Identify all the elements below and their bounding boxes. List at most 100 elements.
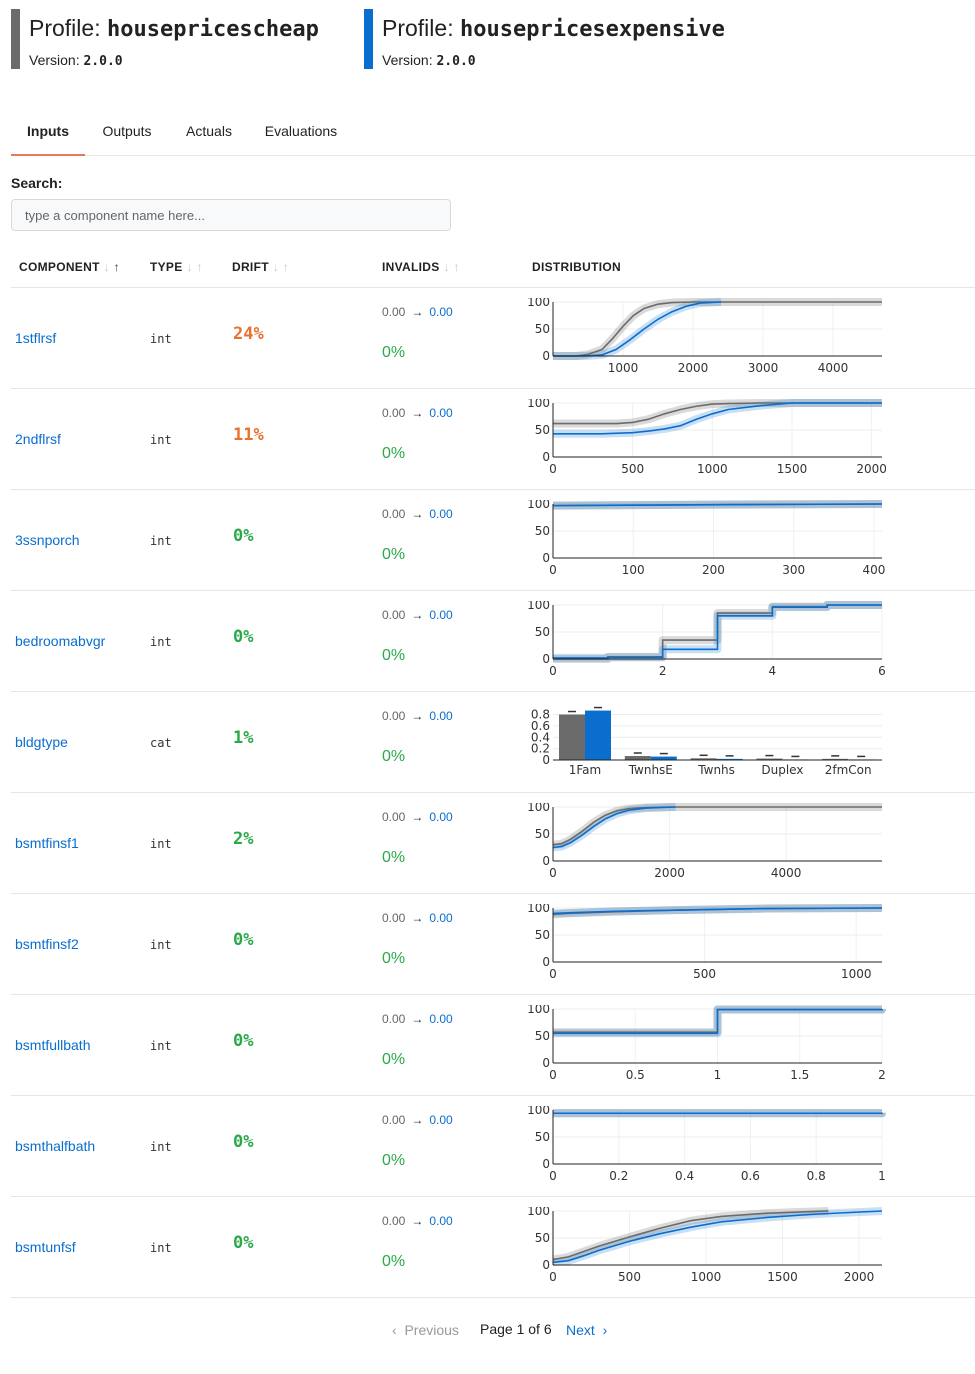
next-button[interactable]: Next › — [566, 1322, 607, 1338]
line-expensive — [552, 806, 676, 849]
arrow-right-icon: → — [411, 507, 424, 521]
invalids-percent: 0% — [382, 1152, 406, 1169]
sort-arrows-icon[interactable]: ↓ ↑ — [272, 260, 290, 274]
component-link[interactable]: bedroomabvgr — [15, 633, 106, 649]
sort-arrows-icon[interactable]: ↓ ↑ — [186, 260, 203, 274]
profile-title: Profile: housepricesexpensive — [382, 15, 725, 43]
component-type: int — [150, 534, 172, 548]
x-tick-label: 6 — [878, 664, 886, 678]
x-tick-label: TwnhsE — [628, 763, 673, 777]
invalids-from: 0.00 — [382, 406, 406, 420]
chevron-left-icon: ‹ — [392, 1322, 397, 1338]
component-link[interactable]: 3ssnporch — [15, 532, 80, 548]
bar-cheap — [756, 758, 783, 760]
table-row: bedroomabvgr int 0% 0.00 → 0.00 0% 0 50 100 0 2 4 6 — [11, 591, 975, 692]
column-label: DISTRIBUTION — [532, 260, 621, 274]
drift-value: 0% — [233, 930, 254, 950]
invalids-change: 0.00 → 0.00 — [382, 507, 453, 521]
distribution-svg: 00.20.40.60.8 1Fam TwnhsE Twnhs Duplex 2fmCon — [531, 706, 882, 777]
component-link[interactable]: 1stflrsf — [15, 330, 57, 346]
x-tick-label: 0.2 — [609, 1169, 628, 1183]
x-tick-label: 1000 — [608, 361, 639, 375]
distribution-chart: 0 50 100 0 500 1000 — [527, 904, 887, 990]
sort-arrows-icon[interactable]: ↓ ↑ — [443, 260, 460, 274]
column-header-type[interactable]: TYPE ↓ ↑ — [150, 260, 203, 274]
line-expensive — [552, 1210, 883, 1264]
column-header-distribution: DISTRIBUTION — [532, 260, 621, 274]
arrow-right-icon: → — [411, 1012, 424, 1026]
x-tick-label: 400 — [863, 563, 886, 577]
y-tick-label: 50 — [535, 524, 550, 538]
line-expensive — [553, 604, 882, 659]
component-type: int — [150, 837, 172, 851]
y-tick-label: 50 — [535, 423, 550, 437]
table-row: bsmtunfsf int 0% 0.00 → 0.00 0% 0 50 100 0 500 1000 1… — [11, 1197, 975, 1298]
profile-version: Version: 2.0.0 — [29, 52, 319, 69]
y-tick-label: 100 — [527, 1005, 550, 1016]
distribution-svg: 0 50 100 1000 2000 3000 4000 — [527, 298, 882, 375]
invalids-change: 0.00 → 0.00 — [382, 911, 453, 925]
line-expensive — [553, 1008, 883, 1035]
x-tick-label: 0 — [549, 866, 557, 880]
distribution-svg: 0 50 100 0 2 4 6 — [527, 601, 886, 678]
x-tick-label: 1 — [714, 1068, 722, 1082]
x-tick-label: 0 — [549, 967, 557, 981]
y-tick-label: 100 — [527, 500, 550, 511]
component-type: int — [150, 433, 172, 447]
component-link[interactable]: bsmtfinsf1 — [15, 835, 79, 851]
table-row: bsmtfinsf2 int 0% 0.00 → 0.00 0% 0 50 100 0 500 1000 — [11, 894, 975, 995]
component-type: int — [150, 938, 172, 952]
component-link[interactable]: 2ndflrsf — [15, 431, 61, 447]
invalids-from: 0.00 — [382, 608, 406, 622]
tab-evaluations[interactable]: Evaluations — [264, 123, 338, 139]
table-row: bldgtype cat 1% 0.00 → 0.00 0% 0 0.2 0.4 0.6 0.8 1Fa… — [11, 692, 975, 793]
x-tick-label: 1500 — [777, 462, 808, 476]
x-tick-label: 0 — [549, 1169, 557, 1183]
drift-value: 0% — [233, 1233, 254, 1253]
invalids-from: 0.00 — [382, 709, 406, 723]
x-tick-label: 0 — [549, 462, 557, 476]
invalids-percent: 0% — [382, 748, 406, 765]
tab-outputs[interactable]: Outputs — [102, 123, 152, 139]
pagination: ‹ Previous Page 1 of 6 Next › — [0, 1318, 975, 1342]
component-type: int — [150, 1039, 172, 1053]
component-link[interactable]: bldgtype — [15, 734, 68, 750]
table-row: bsmtfullbath int 0% 0.00 → 0.00 0% 0 50 100 0 0.5 1 1… — [11, 995, 975, 1096]
invalids-change: 0.00 → 0.00 — [382, 305, 453, 319]
previous-button[interactable]: ‹ Previous — [392, 1322, 459, 1338]
sort-arrows-icon[interactable]: ↓ ↑ — [103, 260, 120, 274]
distribution-chart: 0 0.2 0.4 0.6 0.8 1Fam TwnhsE Twnhs Duplex 2fmCon — [527, 702, 887, 788]
component-link[interactable]: bsmtfinsf2 — [15, 936, 79, 952]
x-tick-label: 0 — [549, 1068, 557, 1082]
tab-inputs[interactable]: Inputs — [11, 110, 85, 156]
column-header-invalids[interactable]: INVALIDS ↓ ↑ — [382, 260, 460, 274]
component-link[interactable]: bsmtunfsf — [15, 1239, 76, 1255]
y-tick-label: 0 — [542, 450, 550, 464]
distribution-svg: 0 50 100 0 100 200 300 400 — [527, 500, 886, 577]
tab-actuals[interactable]: Actuals — [186, 123, 232, 139]
search-input[interactable] — [11, 199, 451, 231]
invalids-to: 0.00 — [429, 305, 453, 319]
distribution-svg: 0 50 100 0 2000 4000 — [527, 803, 882, 880]
distribution-chart: 0 50 100 0 0.5 1 1.5 2 — [527, 1005, 887, 1091]
invalids-percent: 0% — [382, 950, 406, 967]
drift-value: 0% — [233, 1132, 254, 1152]
component-link[interactable]: bsmtfullbath — [15, 1037, 91, 1053]
tab-bar: Inputs Outputs Actuals Evaluations — [11, 110, 975, 156]
distribution-svg: 0 50 100 0 0.5 1 1.5 2 — [527, 1005, 886, 1082]
component-link[interactable]: bsmthalfbath — [15, 1138, 96, 1154]
column-header-component[interactable]: COMPONENT ↓ ↑ — [19, 260, 120, 274]
x-tick-label: 1000 — [697, 462, 728, 476]
x-tick-label: 500 — [621, 462, 644, 476]
table-header: COMPONENT ↓ ↑ TYPE ↓ ↑ DRIFT ↓ ↑ INVALIDS ↓ … — [11, 252, 975, 288]
arrow-right-icon: → — [411, 709, 424, 723]
column-header-drift[interactable]: DRIFT ↓ ↑ — [232, 260, 289, 274]
x-tick-label: 4000 — [818, 361, 849, 375]
y-tick-label: 0 — [542, 1056, 550, 1070]
distribution-chart: 0 50 100 0 2 4 6 — [527, 601, 887, 687]
invalids-to: 0.00 — [429, 1113, 453, 1127]
y-tick-label: 50 — [535, 827, 550, 841]
profile-name: housepricescheap — [106, 17, 319, 42]
y-tick-label: 100 — [527, 399, 550, 410]
x-tick-label: 500 — [618, 1270, 641, 1284]
